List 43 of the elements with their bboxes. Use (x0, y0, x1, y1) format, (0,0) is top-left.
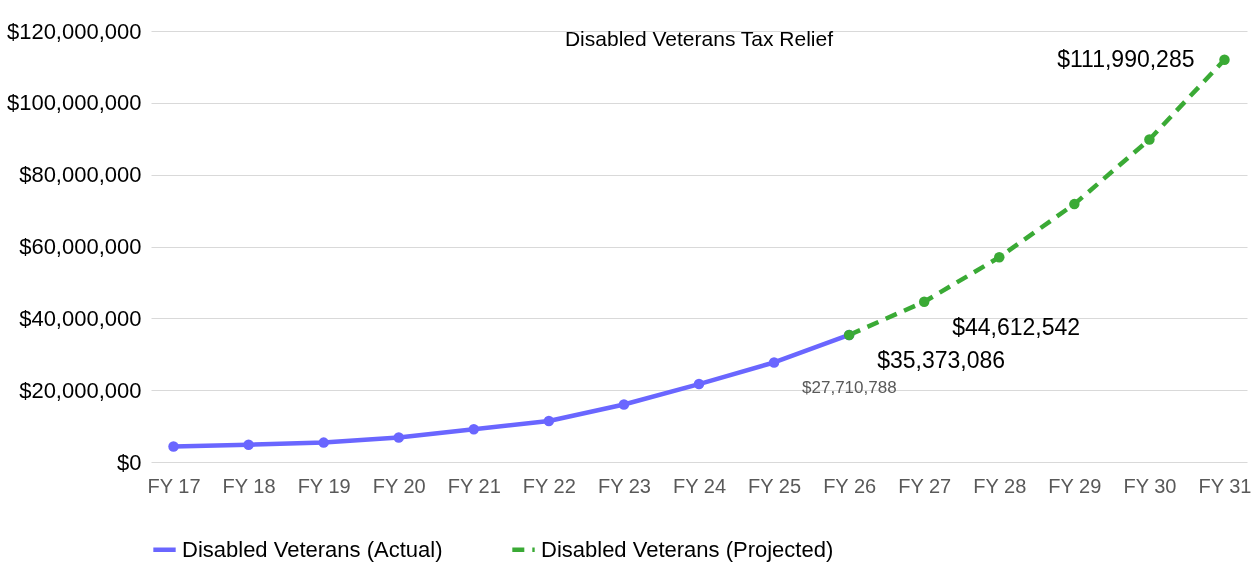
point (618, 399, 630, 410)
y-tick-label: $0 (117, 449, 142, 475)
point (318, 437, 329, 448)
x-tick-label: FY 19 (297, 474, 351, 497)
x-tick-label: FY 23 (597, 474, 651, 497)
x-tick-label: FY 27 (898, 474, 952, 497)
x-tick-label: FY 25 (748, 474, 802, 497)
x-tick-label: FY 29 (1048, 474, 1102, 497)
x-tick-label: FY 31 (1198, 474, 1252, 497)
point (1069, 198, 1080, 210)
data-label: $44,612,542 (952, 313, 1081, 340)
y-tick-label: $20,000,000 (19, 377, 142, 403)
point (994, 252, 1005, 263)
chart-title: Disabled Veterans Tax Relief (564, 27, 834, 50)
x-tick-label: FY 21 (447, 474, 501, 497)
x-tick-label: FY 26 (823, 474, 877, 497)
y-tick-label: $120,000,000 (6, 18, 142, 44)
point (768, 357, 780, 368)
point (168, 441, 179, 452)
y-tick-label: $80,000,000 (19, 162, 142, 188)
legend-label: Disabled Veterans (Actual) (182, 536, 443, 562)
point (918, 296, 930, 307)
y-tick-label: $100,000,000 (6, 90, 142, 116)
x-tick-label: FY 28 (973, 474, 1027, 497)
legend-label: Disabled Veterans (Projected) (541, 536, 834, 562)
point (1144, 134, 1155, 145)
point (693, 378, 705, 390)
x-tick-label: FY 30 (1123, 474, 1177, 497)
x-tick-label: FY 17 (147, 474, 201, 497)
x-tick-label: FY 22 (522, 474, 576, 497)
y-tick-label: $40,000,000 (19, 305, 142, 331)
point (393, 432, 404, 443)
x-tick-label: FY 20 (372, 474, 426, 497)
data-label: $111,990,285 (1057, 45, 1195, 72)
data-label: $27,710,788 (802, 378, 897, 398)
point (543, 415, 555, 427)
y-tick-label: $60,000,000 (19, 234, 142, 259)
point (1219, 54, 1230, 65)
x-tick-label: FY 24 (673, 474, 726, 497)
point (468, 424, 480, 435)
data-label: $35,373,086 (877, 346, 1006, 373)
point (243, 439, 254, 450)
x-tick-label: FY 18 (222, 474, 276, 497)
